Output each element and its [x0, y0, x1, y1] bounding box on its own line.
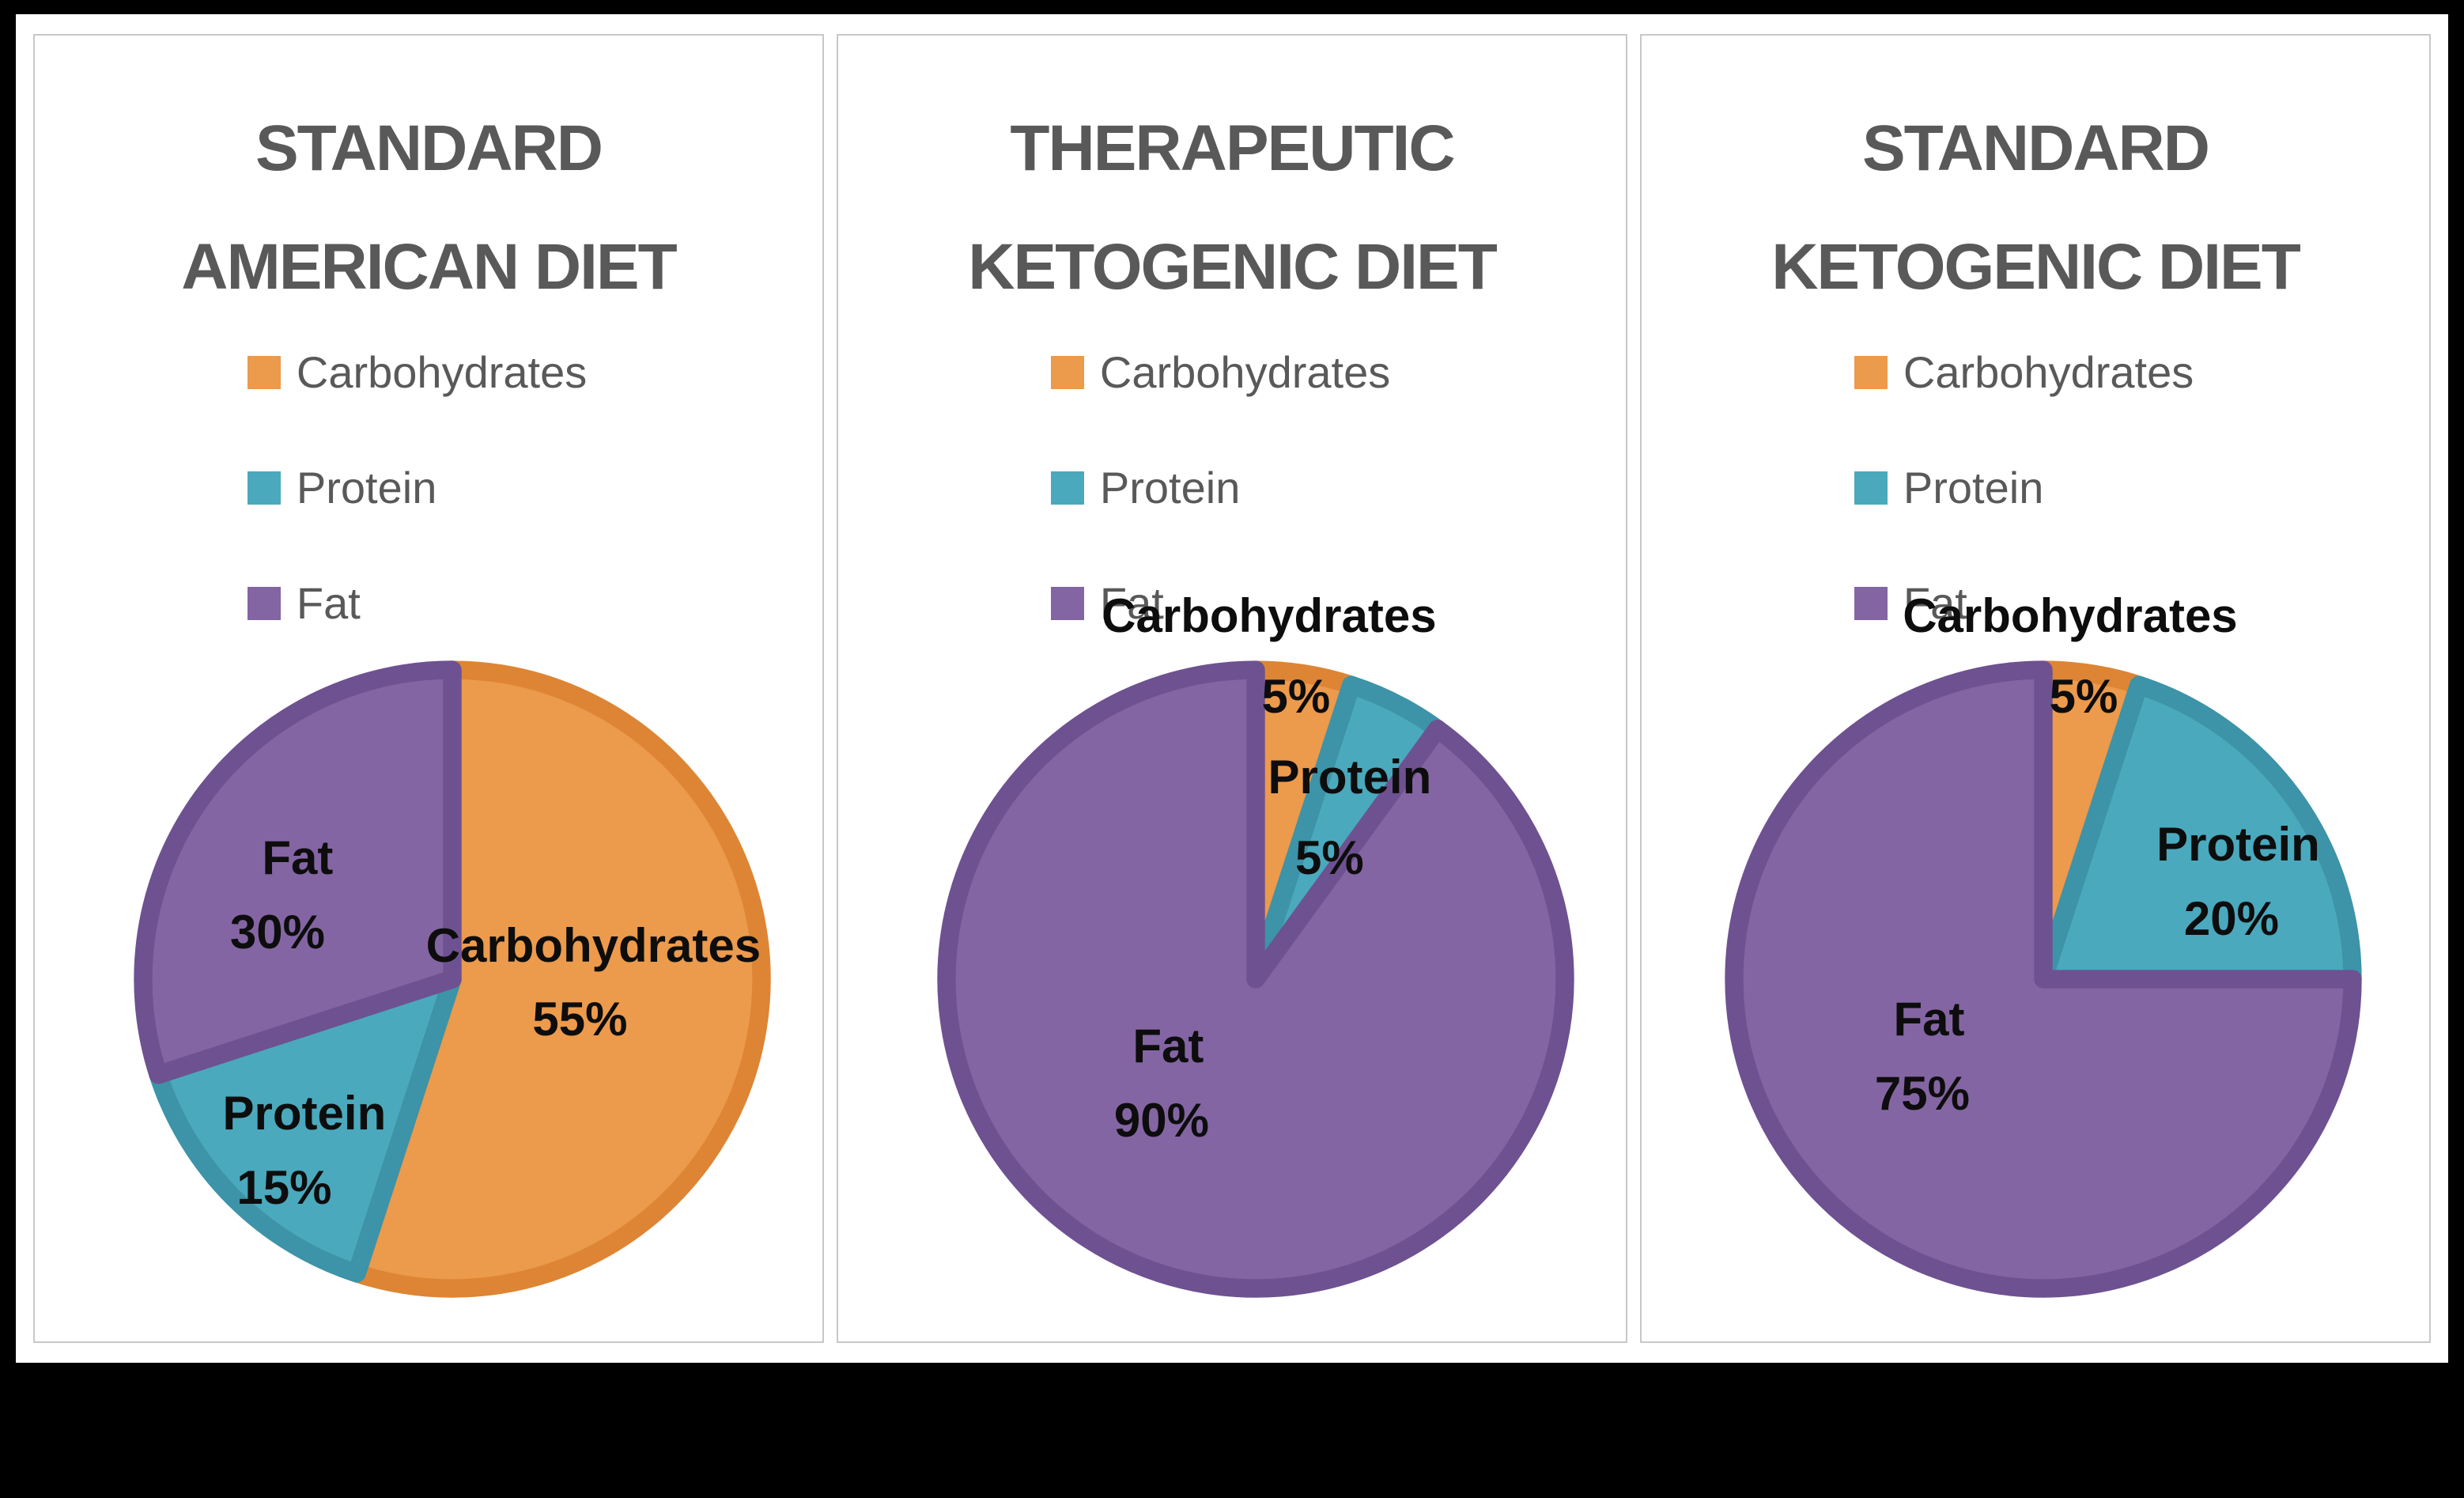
- legend-item-fat: Fat: [1050, 578, 1390, 628]
- chart-title: STANDARD AMERICAN DIET: [35, 89, 822, 327]
- chart-title: STANDARD KETOGENIC DIET: [1642, 89, 2429, 327]
- chart-title-line2: AMERICAN DIET: [181, 231, 677, 303]
- legend-item-protein: Protein: [1854, 466, 2194, 510]
- legend-label: Carbohydrates: [1099, 347, 1391, 397]
- legend-label: Carbohydrates: [296, 347, 588, 397]
- legend-label: Protein: [1903, 463, 2044, 513]
- pie-slice-fat: [937, 660, 1574, 1298]
- panel-standard-american-diet: STANDARD AMERICAN DIET Carbohydrates Pro…: [33, 34, 824, 1343]
- pie-slice-protein: [2034, 675, 2362, 989]
- pie-chart-standard-american-diet: Carbohydrates 55% Protein 15% Fat 30%: [116, 643, 788, 1315]
- legend-item-fat: Fat: [247, 578, 587, 628]
- chart-title-line1: STANDARD: [1861, 112, 2210, 184]
- pie-slice-fat: [1725, 660, 2362, 1298]
- chart-legend: Carbohydrates Protein Fat: [1854, 350, 2194, 697]
- legend-item-protein: Protein: [1050, 463, 1390, 513]
- pie-slice-fat: [134, 660, 462, 1084]
- protein-swatch-icon: [1050, 471, 1084, 505]
- legend-label: Protein: [296, 463, 437, 513]
- legend-label: Carbohydrates: [1903, 347, 2194, 397]
- legend-label: Protein: [1099, 463, 1241, 513]
- legend-item-carbohydrates: Carbohydrates: [1854, 350, 2194, 395]
- panel-standard-ketogenic-diet: STANDARD KETOGENIC DIET Carbohydrates Pr…: [1640, 34, 2431, 1343]
- chart-title-line1: THERAPEUTIC: [1010, 112, 1455, 184]
- protein-swatch-icon: [247, 471, 281, 505]
- fat-swatch-icon: [1854, 587, 1888, 620]
- pie-chart-standard-ketogenic-diet: Carbohydrates 5% Protein 20% Fat 75%: [1707, 590, 2379, 1315]
- legend-item-fat: Fat: [1854, 581, 2194, 626]
- charts-canvas: STANDARD AMERICAN DIET Carbohydrates Pro…: [16, 14, 2448, 1363]
- protein-swatch-icon: [1854, 471, 1888, 505]
- legend-item-carbohydrates: Carbohydrates: [247, 347, 588, 397]
- carbohydrates-swatch-icon: [1050, 356, 1084, 389]
- chart-title-line2: KETOGENIC DIET: [968, 231, 1498, 303]
- panel-therapeutic-ketogenic-diet: THERAPEUTIC KETOGENIC DIET Carbohydrates…: [837, 34, 1627, 1343]
- chart-title: THERAPEUTIC KETOGENIC DIET: [838, 89, 1626, 327]
- legend-label: Fat: [1099, 578, 1164, 628]
- legend-item-carbohydrates: Carbohydrates: [1050, 347, 1391, 397]
- fat-swatch-icon: [247, 587, 281, 620]
- chart-title-line1: STANDARD: [255, 112, 603, 184]
- chart-legend: Carbohydrates Protein Fat: [1050, 347, 1391, 697]
- carbohydrates-swatch-icon: [247, 356, 281, 389]
- chart-legend: Carbohydrates Protein Fat: [247, 347, 588, 697]
- fat-swatch-icon: [1050, 587, 1084, 620]
- legend-item-protein: Protein: [247, 463, 587, 513]
- legend-label: Fat: [296, 578, 361, 628]
- pie-chart-therapeutic-ketogenic-diet: Carbohydrates 5% Protein 5% Fat 90%: [920, 590, 1592, 1315]
- carbohydrates-swatch-icon: [1854, 356, 1888, 389]
- legend-label: Fat: [1903, 578, 1967, 628]
- chart-title-line2: KETOGENIC DIET: [1771, 231, 2301, 303]
